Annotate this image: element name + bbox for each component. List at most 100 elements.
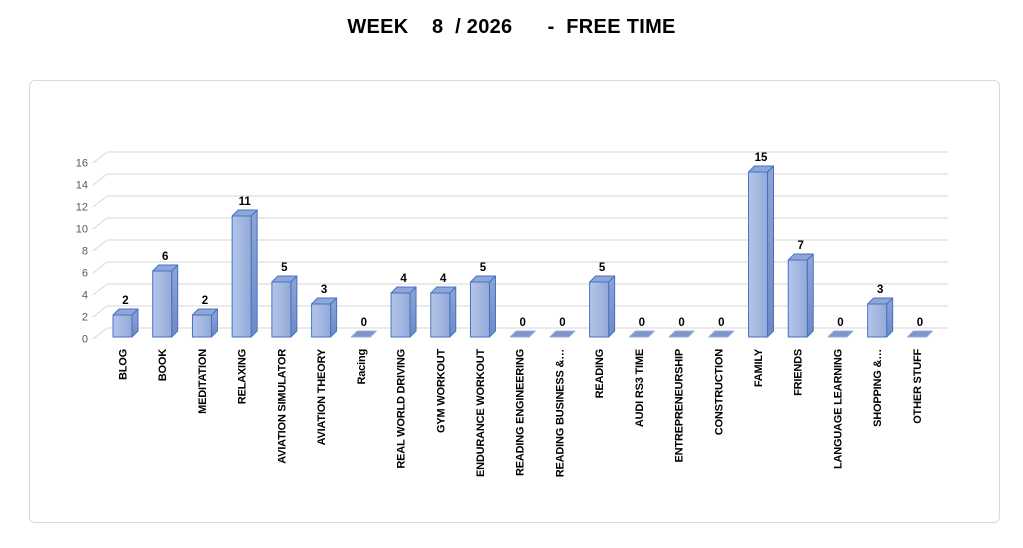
bar-group: 11 RELAXING — [231, 196, 258, 404]
bar-group: 5 AVIATION SIMULATOR — [271, 262, 298, 464]
bar-side-face[interactable] — [330, 297, 338, 338]
category-label: ENDURANCE WORKOUT — [475, 349, 487, 477]
category-label: FAMILY — [753, 348, 765, 387]
bar-value-label: 4 — [400, 273, 407, 285]
bar-value-label: 2 — [122, 295, 128, 307]
gridline-tail — [92, 283, 108, 296]
bar-group: 3 AVIATION THEORY — [311, 284, 338, 445]
gridline-tail — [92, 195, 108, 208]
bar-group: 0 LANGUAGE LEARNING — [827, 317, 854, 469]
y-tick-label: 4 — [82, 290, 88, 302]
y-tick-label: 16 — [76, 158, 88, 170]
bar-group: 0 ENTREPRENEURSHIP — [668, 317, 695, 463]
bar-front-face[interactable] — [589, 281, 610, 338]
bar-front-face[interactable] — [469, 281, 490, 338]
category-label: AUDI RS3 TIME — [634, 349, 646, 427]
bar-side-face[interactable] — [608, 275, 616, 338]
y-tick-label: 14 — [76, 180, 88, 192]
gridline-tail — [92, 173, 108, 186]
category-label: GYM WORKOUT — [435, 349, 447, 433]
bar-front-face[interactable] — [867, 303, 888, 338]
gridline-tail — [92, 151, 108, 164]
category-label: READING BUSINESS &… — [554, 349, 566, 477]
bar-zero-face[interactable] — [509, 330, 536, 338]
gridline-tail — [92, 217, 108, 230]
bar-front-face[interactable] — [152, 270, 173, 338]
bar-group: 0 Racing — [350, 317, 377, 384]
gridline-tail — [92, 261, 108, 274]
bar-side-face[interactable] — [886, 297, 894, 338]
y-tick-label: 10 — [76, 224, 88, 236]
bar-group: 0 READING BUSINESS &… — [549, 317, 576, 477]
bar-zero-face[interactable] — [350, 330, 377, 338]
bar-group: 4 REAL WORLD DRIVING — [390, 273, 417, 469]
bar-zero-face[interactable] — [906, 330, 933, 338]
bar-side-face[interactable] — [449, 286, 457, 338]
bar-group: 15 FAMILY — [748, 152, 775, 387]
bar-side-face[interactable] — [488, 275, 496, 338]
bar-front-face[interactable] — [748, 171, 769, 338]
bar-value-label: 0 — [519, 317, 525, 329]
bar-value-label: 0 — [361, 317, 367, 329]
bar-group: 0 OTHER STUFF — [906, 317, 933, 424]
category-label: CONSTRUCTION — [713, 349, 725, 435]
bar-value-label: 4 — [440, 273, 447, 285]
gridline-tail — [92, 239, 108, 252]
bar-group: 2 BLOG — [112, 295, 139, 380]
bar-zero-face[interactable] — [668, 330, 695, 338]
bar-value-label: 5 — [480, 262, 487, 274]
bar-value-label: 5 — [599, 262, 606, 274]
bar-front-face[interactable] — [191, 314, 212, 338]
y-tick-label: 8 — [82, 246, 88, 258]
bar-side-face[interactable] — [290, 275, 298, 338]
bar-group: 0 AUDI RS3 TIME — [628, 317, 655, 427]
bar-zero-face[interactable] — [549, 330, 576, 338]
bar-zero-face[interactable] — [708, 330, 735, 338]
bar-group: 5 ENDURANCE WORKOUT — [469, 262, 496, 477]
bar-side-face[interactable] — [409, 286, 417, 338]
bar-front-face[interactable] — [787, 259, 808, 338]
bar-group: 7 FRIENDS — [787, 240, 814, 396]
bar-front-face[interactable] — [311, 303, 332, 338]
bar-front-face[interactable] — [112, 314, 133, 338]
bar-value-label: 3 — [877, 284, 883, 296]
category-label: AVIATION THEORY — [316, 348, 328, 445]
bar-chart-plot: 0 2 4 6 8 10 12 14 16 2 BLOG 6 BOOK 2 MEDITATION 11 RELA… — [76, 151, 948, 477]
gridline-tail — [92, 327, 108, 340]
bar-value-label: 15 — [755, 152, 768, 164]
bar-zero-face[interactable] — [827, 330, 854, 338]
y-tick-label: 2 — [82, 312, 88, 324]
chart-area[interactable]: 0 2 4 6 8 10 12 14 16 2 BLOG 6 BOOK 2 MEDITATION 11 RELA… — [29, 80, 1000, 523]
y-tick-label: 6 — [82, 268, 88, 280]
bar-value-label: 7 — [798, 240, 804, 252]
category-label: READING — [594, 349, 606, 398]
y-tick-label: 0 — [82, 334, 88, 346]
category-label: BLOG — [118, 349, 130, 380]
bar-front-face[interactable] — [390, 292, 411, 338]
chart-title: WEEK 8 / 2026 - FREE TIME — [347, 16, 676, 38]
bar-group: 5 READING — [589, 262, 616, 398]
bar-zero-face[interactable] — [628, 330, 655, 338]
category-label: Racing — [356, 349, 368, 384]
bar-group: 4 GYM WORKOUT — [430, 273, 457, 433]
bar-side-face[interactable] — [250, 209, 258, 338]
bar-side-face[interactable] — [171, 264, 179, 338]
bar-group: 2 MEDITATION — [191, 295, 218, 414]
bar-side-face[interactable] — [767, 165, 775, 338]
category-label: AVIATION SIMULATOR — [276, 349, 288, 464]
gridline-tail — [92, 305, 108, 318]
bar-value-label: 0 — [639, 317, 645, 329]
category-label: ENTREPRENEURSHIP — [674, 349, 686, 463]
category-label: MEDITATION — [197, 349, 209, 414]
bar-value-label: 0 — [678, 317, 684, 329]
bar-front-face[interactable] — [231, 215, 252, 338]
category-label: RELAXING — [237, 349, 249, 404]
bar-side-face[interactable] — [806, 253, 814, 338]
bar-front-face[interactable] — [271, 281, 292, 338]
bar-group: 3 SHOPPING &… — [867, 284, 894, 427]
bar-front-face[interactable] — [430, 292, 451, 338]
bar-value-label: 0 — [837, 317, 843, 329]
bar-value-label: 0 — [917, 317, 923, 329]
category-label: SHOPPING &… — [872, 349, 884, 427]
